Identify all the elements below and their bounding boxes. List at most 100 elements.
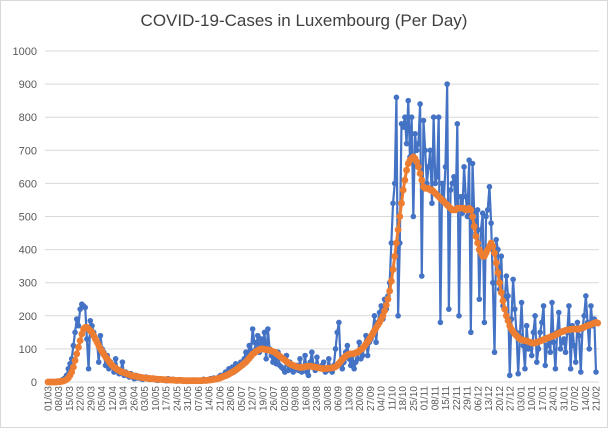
data-point — [434, 173, 440, 180]
data-point — [87, 317, 94, 324]
data-point — [416, 170, 424, 177]
data-point — [85, 365, 92, 372]
data-point — [469, 213, 476, 220]
data-point — [265, 326, 271, 332]
data-point — [69, 363, 77, 371]
x-tick-label: 27/09 — [366, 386, 377, 411]
y-tick-label: 500 — [19, 212, 37, 224]
x-tick-label: 03/05 — [140, 386, 151, 411]
data-point — [539, 319, 545, 326]
data-point — [387, 277, 395, 285]
data-point — [309, 349, 315, 356]
data-point — [488, 220, 494, 226]
data-point — [494, 269, 502, 277]
data-point — [413, 147, 420, 154]
data-point — [444, 81, 450, 87]
data-point — [325, 356, 332, 362]
data-point — [520, 342, 527, 349]
data-point — [396, 213, 404, 220]
data-point — [403, 140, 410, 147]
data-point — [302, 352, 308, 359]
x-tick-label: 14/06 — [205, 386, 216, 411]
data-point — [429, 200, 435, 207]
data-point — [249, 326, 256, 332]
data-point — [506, 372, 513, 379]
data-point — [491, 349, 498, 356]
data-point — [382, 301, 390, 309]
x-tick-label: 10/05 — [151, 386, 162, 411]
data-point — [410, 213, 417, 220]
data-point — [395, 313, 401, 319]
x-tick-label: 07/02 — [570, 386, 581, 411]
data-point — [454, 121, 461, 127]
data-point — [474, 239, 481, 247]
data-point — [566, 303, 572, 309]
data-point — [401, 176, 409, 184]
x-tick-label: 17/05 — [162, 386, 173, 411]
x-tick-label: 16/08 — [301, 386, 312, 411]
data-point — [72, 329, 78, 336]
data-point — [378, 303, 385, 309]
data-point — [549, 299, 555, 306]
data-point — [393, 94, 400, 101]
data-point — [334, 329, 341, 336]
data-point — [461, 164, 467, 170]
x-tick-label: 31/05 — [183, 386, 194, 411]
data-point — [344, 342, 351, 349]
data-point — [567, 365, 574, 372]
data-point — [437, 319, 444, 326]
y-axis-ticks: 0 100 200 300 400 500 600 700 800 900 1000 — [13, 46, 37, 389]
data-point — [339, 365, 346, 372]
data-point — [384, 295, 392, 303]
data-point — [583, 293, 589, 299]
data-point — [243, 349, 249, 356]
x-tick-label: 15/03 — [65, 386, 76, 411]
data-point — [391, 252, 399, 260]
x-tick-label: 24/01 — [549, 386, 560, 411]
data-point — [393, 239, 400, 247]
data-point — [425, 164, 432, 170]
data-point — [84, 336, 90, 342]
x-tick-label: 21/06 — [215, 386, 226, 411]
data-point — [457, 193, 464, 200]
data-point — [73, 350, 81, 358]
x-tick-label: 31/01 — [559, 386, 570, 411]
y-tick-label: 700 — [19, 145, 37, 157]
x-tick-label: 08/03 — [54, 386, 65, 411]
y-tick-label: 1000 — [13, 46, 37, 58]
x-tick-label: 29/11 — [463, 386, 474, 411]
data-point — [447, 187, 454, 193]
data-point — [562, 349, 569, 356]
data-point — [542, 362, 549, 369]
data-point — [530, 329, 537, 336]
data-point — [70, 342, 77, 349]
x-tick-label: 06/12 — [473, 386, 484, 411]
data-point — [71, 357, 79, 364]
x-tick-label: 01/11 — [420, 386, 431, 411]
x-tick-label: 23/08 — [312, 386, 323, 411]
data-point — [469, 160, 476, 167]
data-point — [394, 226, 402, 234]
y-tick-label: 200 — [19, 311, 37, 323]
x-tick-label: 19/04 — [119, 386, 130, 411]
data-point — [400, 124, 406, 130]
data-point — [418, 273, 425, 279]
data-point — [76, 337, 84, 345]
data-point — [484, 207, 491, 213]
data-point — [491, 249, 498, 257]
data-point — [442, 164, 449, 170]
data-point — [496, 279, 503, 287]
data-point — [399, 186, 407, 194]
data-point — [483, 213, 489, 220]
data-point — [467, 206, 475, 214]
data-point — [251, 339, 258, 346]
data-point — [356, 339, 363, 346]
x-tick-label: 22/11 — [452, 386, 463, 411]
x-tick-label: 13/12 — [484, 386, 495, 411]
data-point — [402, 114, 408, 120]
data-point — [336, 319, 342, 326]
data-point — [75, 322, 82, 329]
data-point — [505, 293, 511, 299]
data-point — [537, 329, 543, 336]
